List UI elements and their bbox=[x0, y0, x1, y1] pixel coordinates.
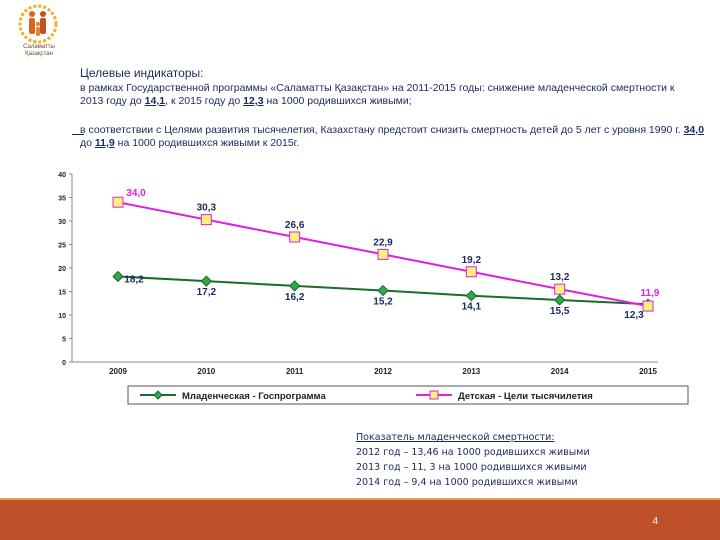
note-title: Показатель младенческой смертности: bbox=[356, 432, 555, 443]
y-tick-label: 25 bbox=[58, 243, 66, 250]
x-tick-label: 2015 bbox=[639, 367, 657, 376]
data-label: 11,9 bbox=[641, 288, 660, 299]
mortality-line-chart: 0 5 10 15 20 25 30 35 40 2009 2010 2011 2012 2013 201… bbox=[58, 172, 689, 405]
x-tick-label: 2013 bbox=[462, 367, 480, 376]
data-label: 19,2 bbox=[462, 255, 482, 266]
data-point bbox=[465, 290, 478, 302]
y-tick-label: 10 bbox=[58, 313, 66, 320]
data-point bbox=[377, 284, 389, 297]
x-tick-label: 2012 bbox=[374, 367, 392, 376]
value-2015-mdg: 11,9 bbox=[94, 137, 115, 149]
data-point bbox=[288, 280, 301, 292]
footer-accent-line bbox=[0, 498, 720, 501]
y-tick-label: 35 bbox=[58, 196, 66, 203]
data-label: 13,2 bbox=[550, 272, 570, 283]
data-point bbox=[465, 266, 477, 278]
paragraph-mdg: в соответствии с Целями развития тысячел… bbox=[80, 124, 705, 149]
page-number: 4 bbox=[652, 516, 658, 527]
logo bbox=[12, 4, 64, 58]
note-line: 2013 год – 11, 3 на 1000 родившихся живы… bbox=[356, 462, 587, 473]
value-2015: 12,3 bbox=[243, 95, 264, 107]
family-logo-icon bbox=[18, 4, 58, 44]
data-point bbox=[112, 196, 124, 208]
data-label: 16,2 bbox=[285, 292, 305, 303]
data-label: 26,6 bbox=[285, 220, 305, 231]
y-tick-label: 30 bbox=[58, 219, 66, 226]
legend-marker bbox=[429, 390, 439, 400]
infant-mortality-note: Показатель младенческой смертности: 2012… bbox=[356, 430, 590, 490]
paragraph-program: в рамках Государственной программы «Сала… bbox=[80, 82, 675, 107]
data-point bbox=[642, 300, 654, 312]
data-point bbox=[553, 294, 566, 306]
data-label: 15,5 bbox=[550, 306, 570, 317]
x-tick-label: 2011 bbox=[286, 367, 304, 376]
data-point bbox=[112, 270, 124, 283]
x-tick-label: 2009 bbox=[109, 367, 127, 376]
data-label: 14,1 bbox=[462, 302, 482, 313]
y-tick-label: 15 bbox=[58, 290, 66, 297]
note-line: 2014 год – 9,4 на 1000 родившихся живыми bbox=[356, 477, 578, 488]
footer-bar bbox=[0, 500, 720, 540]
data-label: 22,9 bbox=[373, 237, 393, 248]
data-point bbox=[200, 275, 213, 287]
heading: Целевые индикаторы: bbox=[80, 66, 204, 80]
divider bbox=[72, 134, 84, 135]
data-label: 15,2 bbox=[373, 297, 393, 308]
data-point bbox=[554, 283, 566, 295]
data-point bbox=[377, 248, 389, 260]
legend-label: Младенческая - Госпрограмма bbox=[182, 391, 326, 402]
y-tick-label: 0 bbox=[62, 360, 66, 367]
note-line: 2012 год – 13,46 на 1000 родившихся живы… bbox=[356, 447, 590, 458]
y-tick-label: 5 bbox=[62, 337, 66, 344]
y-tick-label: 20 bbox=[58, 266, 66, 273]
data-label: 18,2 bbox=[124, 274, 144, 285]
data-label: 30,3 bbox=[197, 203, 217, 214]
data-label: 12,3 bbox=[624, 310, 644, 321]
legend-label: Детская - Цели тысячилетия bbox=[458, 391, 593, 402]
data-label: 34,0 bbox=[126, 188, 146, 199]
data-point bbox=[289, 231, 301, 243]
value-2013: 14,1 bbox=[144, 95, 166, 107]
legend-box bbox=[127, 385, 689, 405]
data-point bbox=[200, 214, 212, 226]
x-tick-label: 2010 bbox=[197, 367, 215, 376]
x-tick-label: 2014 bbox=[551, 367, 569, 376]
y-tick-label: 40 bbox=[58, 172, 66, 179]
data-label: 17,2 bbox=[197, 287, 217, 298]
logo-caption: Саламатты Қазақстан bbox=[23, 44, 55, 57]
value-1990: 34,0 bbox=[683, 124, 705, 136]
legend-marker bbox=[153, 390, 163, 400]
